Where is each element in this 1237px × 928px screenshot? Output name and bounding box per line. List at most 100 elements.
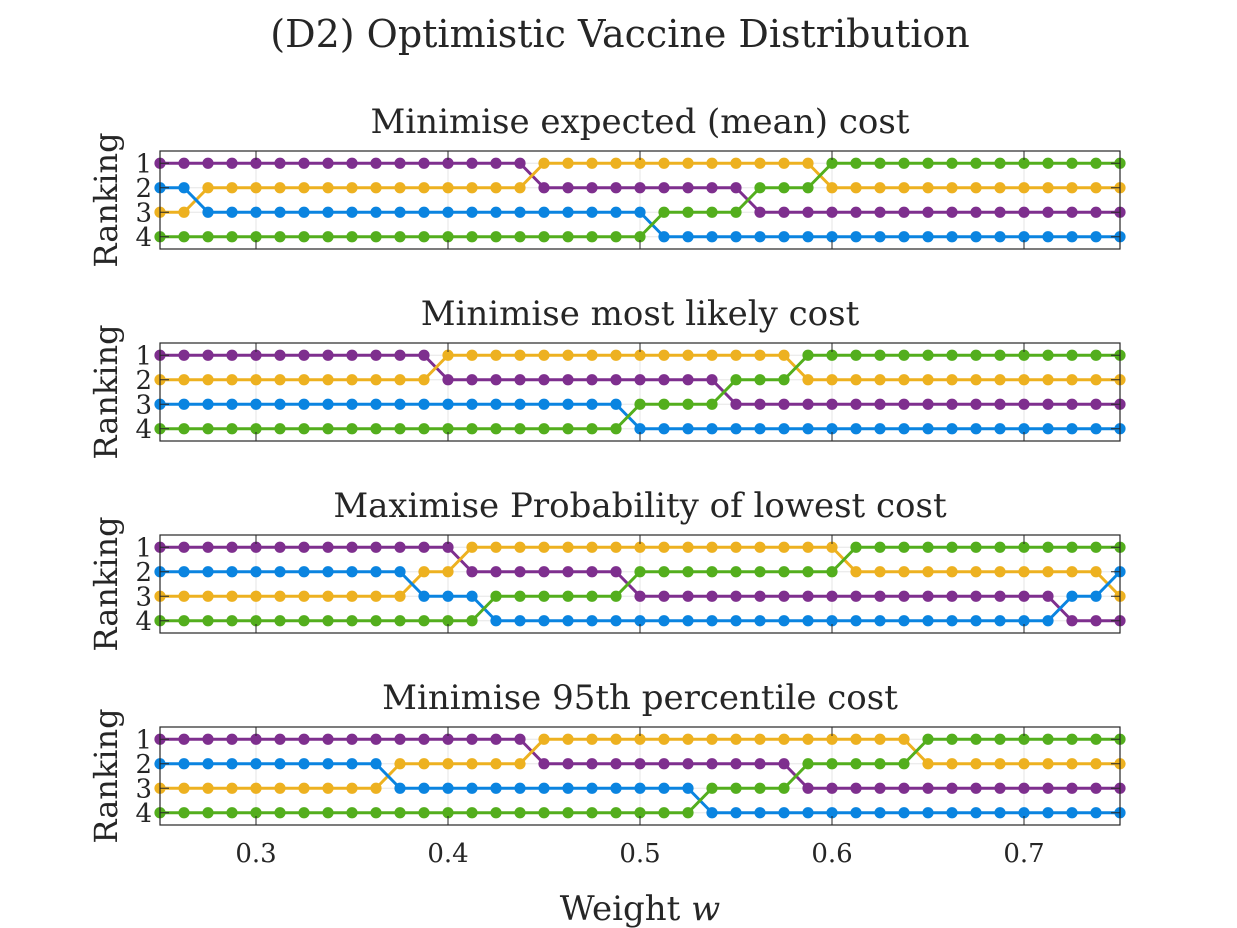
subplot-2-y-tick-label: 3: [135, 390, 152, 420]
subplot-1-series-blue-point: [1018, 231, 1030, 243]
subplot-2-series-green-point: [898, 349, 910, 361]
subplot-3-series-green-point: [898, 541, 910, 553]
subplot-4-series-purple-point: [514, 733, 526, 745]
subplot-4-series-yellow-point: [298, 782, 310, 794]
subplot-2-series-green-point: [418, 423, 430, 435]
subplot-1-series-yellow-point: [634, 157, 646, 169]
subplot-3-series-yellow-point: [298, 590, 310, 602]
subplot-3-series-yellow-point: [778, 541, 790, 553]
subplot-4-series-blue-point: [538, 782, 550, 794]
subplot-4-series-green-point: [274, 807, 286, 819]
subplot-4-series-green-point: [466, 807, 478, 819]
subplot-2-series-yellow-point: [898, 374, 910, 386]
subplot-4-series-yellow-point: [322, 782, 334, 794]
subplot-2-series-purple-point: [610, 374, 622, 386]
subplot-2-series-blue-point: [922, 423, 934, 435]
subplot-2-series-purple-point: [442, 374, 454, 386]
subplot-2-series-blue-point: [1090, 423, 1102, 435]
subplot-3-series-purple-point: [538, 566, 550, 578]
subplot-2-series-green-point: [346, 423, 358, 435]
subplot-3-series-purple-point: [970, 590, 982, 602]
subplot-3-series-purple-point: [1042, 590, 1054, 602]
subplot-4-series-purple-point: [634, 758, 646, 770]
subplot-4-series-green-point: [226, 807, 238, 819]
subplot-2-series-blue-point: [754, 423, 766, 435]
subplot-4-series-yellow-point: [730, 733, 742, 745]
subplot-2-series-yellow-point: [682, 349, 694, 361]
subplot-3-series-blue-point: [826, 615, 838, 627]
subplot-1-series-green-point: [1042, 157, 1054, 169]
subplot-2-series-blue-point: [250, 398, 262, 410]
subplot-2-series-purple-point: [706, 374, 718, 386]
subplot-3-series-green-point: [178, 615, 190, 627]
subplot-4-y-tick-label: 1: [135, 725, 152, 755]
subplot-3-series-yellow: [154, 541, 1126, 602]
subplot-2-series-yellow-point: [442, 349, 454, 361]
subplot-1-series-yellow-point: [298, 182, 310, 194]
subplot-3-series-yellow-point: [850, 566, 862, 578]
subplot-2-series-purple-point: [298, 349, 310, 361]
subplot-1-series-purple-point: [946, 206, 958, 218]
subplot-4-series-purple-point: [850, 782, 862, 794]
subplot-1-series-blue-point: [994, 231, 1006, 243]
subplot-4-series-purple-point: [370, 733, 382, 745]
subplot-3-title: Maximise Probability of lowest cost: [333, 486, 947, 526]
subplot-2-series-yellow-point: [226, 374, 238, 386]
subplot-4-series-purple-point: [538, 758, 550, 770]
subplot-4-series-green-point: [850, 758, 862, 770]
subplot-3-series-blue-point: [1042, 615, 1054, 627]
subplot-2-series-green-point: [946, 349, 958, 361]
subplot-1-series-purple-point: [898, 206, 910, 218]
subplot-4-series-blue-point: [490, 782, 502, 794]
subplot-1-series-blue-point: [658, 231, 670, 243]
subplot-3-series-yellow-point: [514, 541, 526, 553]
subplot-3-series-yellow-point: [970, 566, 982, 578]
subplot-2-series-purple: [154, 349, 1126, 410]
subplot-4-series-green-point: [418, 807, 430, 819]
subplot-3-series-blue-point: [418, 590, 430, 602]
subplot-3-series-green-point: [298, 615, 310, 627]
subplot-2-series-blue-point: [346, 398, 358, 410]
subplot-1-series-green-point: [178, 231, 190, 243]
subplot-4-series-purple-point: [442, 733, 454, 745]
subplot-3-series-purple-point: [706, 590, 718, 602]
subplot-4-title: Minimise 95th percentile cost: [382, 678, 898, 718]
subplot-1-series-yellow-point: [370, 182, 382, 194]
subplot-2-title: Minimise most likely cost: [421, 294, 860, 334]
subplot-2-series-blue-point: [322, 398, 334, 410]
subplot-3-series-green-point: [394, 615, 406, 627]
subplot-3-series-blue-point: [682, 615, 694, 627]
subplot-1-series-green-point: [946, 157, 958, 169]
subplot-1-series-yellow-point: [418, 182, 430, 194]
subplot-2-series-blue-point: [274, 398, 286, 410]
subplot-3-series-yellow-point: [730, 541, 742, 553]
subplot-3-series-green-point: [970, 541, 982, 553]
subplot-1-series-yellow-point: [274, 182, 286, 194]
subplot-4-series-green-point: [658, 807, 670, 819]
subplot-4-series-purple-point: [226, 733, 238, 745]
subplot-4-series-yellow-point: [226, 782, 238, 794]
subplot-2-series-yellow-point: [730, 349, 742, 361]
subplot-4-series-purple-point: [394, 733, 406, 745]
subplot-4-series-green-point: [1042, 733, 1054, 745]
subplot-4-series-blue-point: [610, 782, 622, 794]
subplot-3-series-yellow-point: [202, 590, 214, 602]
subplot-3-series-blue-point: [250, 566, 262, 578]
subplot-2-series-green-point: [778, 374, 790, 386]
subplot-3-series-blue-point: [730, 615, 742, 627]
subplot-2-series-blue-point: [658, 423, 670, 435]
subplot-3-series-yellow-point: [586, 541, 598, 553]
subplot-1-series-green-point: [610, 231, 622, 243]
subplot-3-y-axis-label: Ranking: [87, 516, 125, 651]
subplot-3-series-blue-point: [946, 615, 958, 627]
subplot-1-series-green-point: [562, 231, 574, 243]
subplot-3-y-tick-label: 3: [135, 582, 152, 612]
subplot-1-series-yellow-point: [658, 157, 670, 169]
subplot-3-series-yellow-point: [346, 590, 358, 602]
subplot-2-series-green-point: [850, 349, 862, 361]
subplot-3-series-green-point: [778, 566, 790, 578]
subplot-4-series-purple: [154, 733, 1126, 794]
subplot-4-series-yellow-point: [682, 733, 694, 745]
subplot-3-y-tick-label: 2: [135, 558, 152, 588]
